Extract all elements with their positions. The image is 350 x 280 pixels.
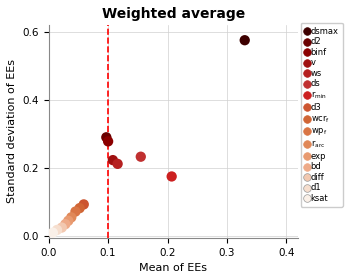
- Legend: dsmax, d2, binf, v, ws, ds, r$_{\mathregular{min}}$, d3, wcr$_{\mathregular{f}}$: dsmax, d2, binf, v, ws, ds, r$_{\mathreg…: [301, 23, 343, 207]
- Point: [69, 215, 74, 220]
- Point: [105, 139, 111, 144]
- Point: [81, 202, 86, 207]
- Point: [73, 209, 78, 214]
- Point: [65, 218, 71, 223]
- Point: [54, 228, 60, 232]
- X-axis label: Mean of EEs: Mean of EEs: [139, 263, 208, 273]
- Point: [63, 222, 68, 227]
- Y-axis label: Standard deviation of EEs: Standard deviation of EEs: [7, 59, 17, 203]
- Point: [59, 225, 65, 230]
- Title: Weighted average: Weighted average: [102, 7, 245, 21]
- Point: [138, 155, 144, 159]
- Point: [50, 230, 56, 235]
- Point: [77, 206, 82, 210]
- Point: [115, 162, 120, 166]
- Point: [104, 135, 109, 139]
- Point: [242, 38, 247, 43]
- Point: [110, 158, 116, 162]
- Point: [169, 174, 174, 179]
